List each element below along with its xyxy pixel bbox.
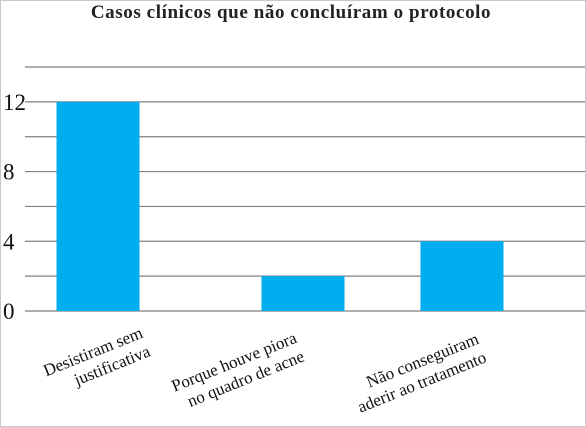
bar	[261, 276, 345, 311]
chart-title: Casos clínicos que não concluíram o prot…	[91, 2, 491, 23]
bar	[56, 101, 140, 311]
y-tick-label: 12	[3, 90, 26, 115]
y-tick-label: 8	[3, 160, 15, 185]
bars	[56, 101, 504, 311]
y-axis-ticks: 0 4 8 12	[3, 90, 26, 324]
y-tick-label: 4	[3, 229, 15, 254]
bar	[420, 241, 504, 311]
y-tick-label: 0	[3, 299, 15, 324]
